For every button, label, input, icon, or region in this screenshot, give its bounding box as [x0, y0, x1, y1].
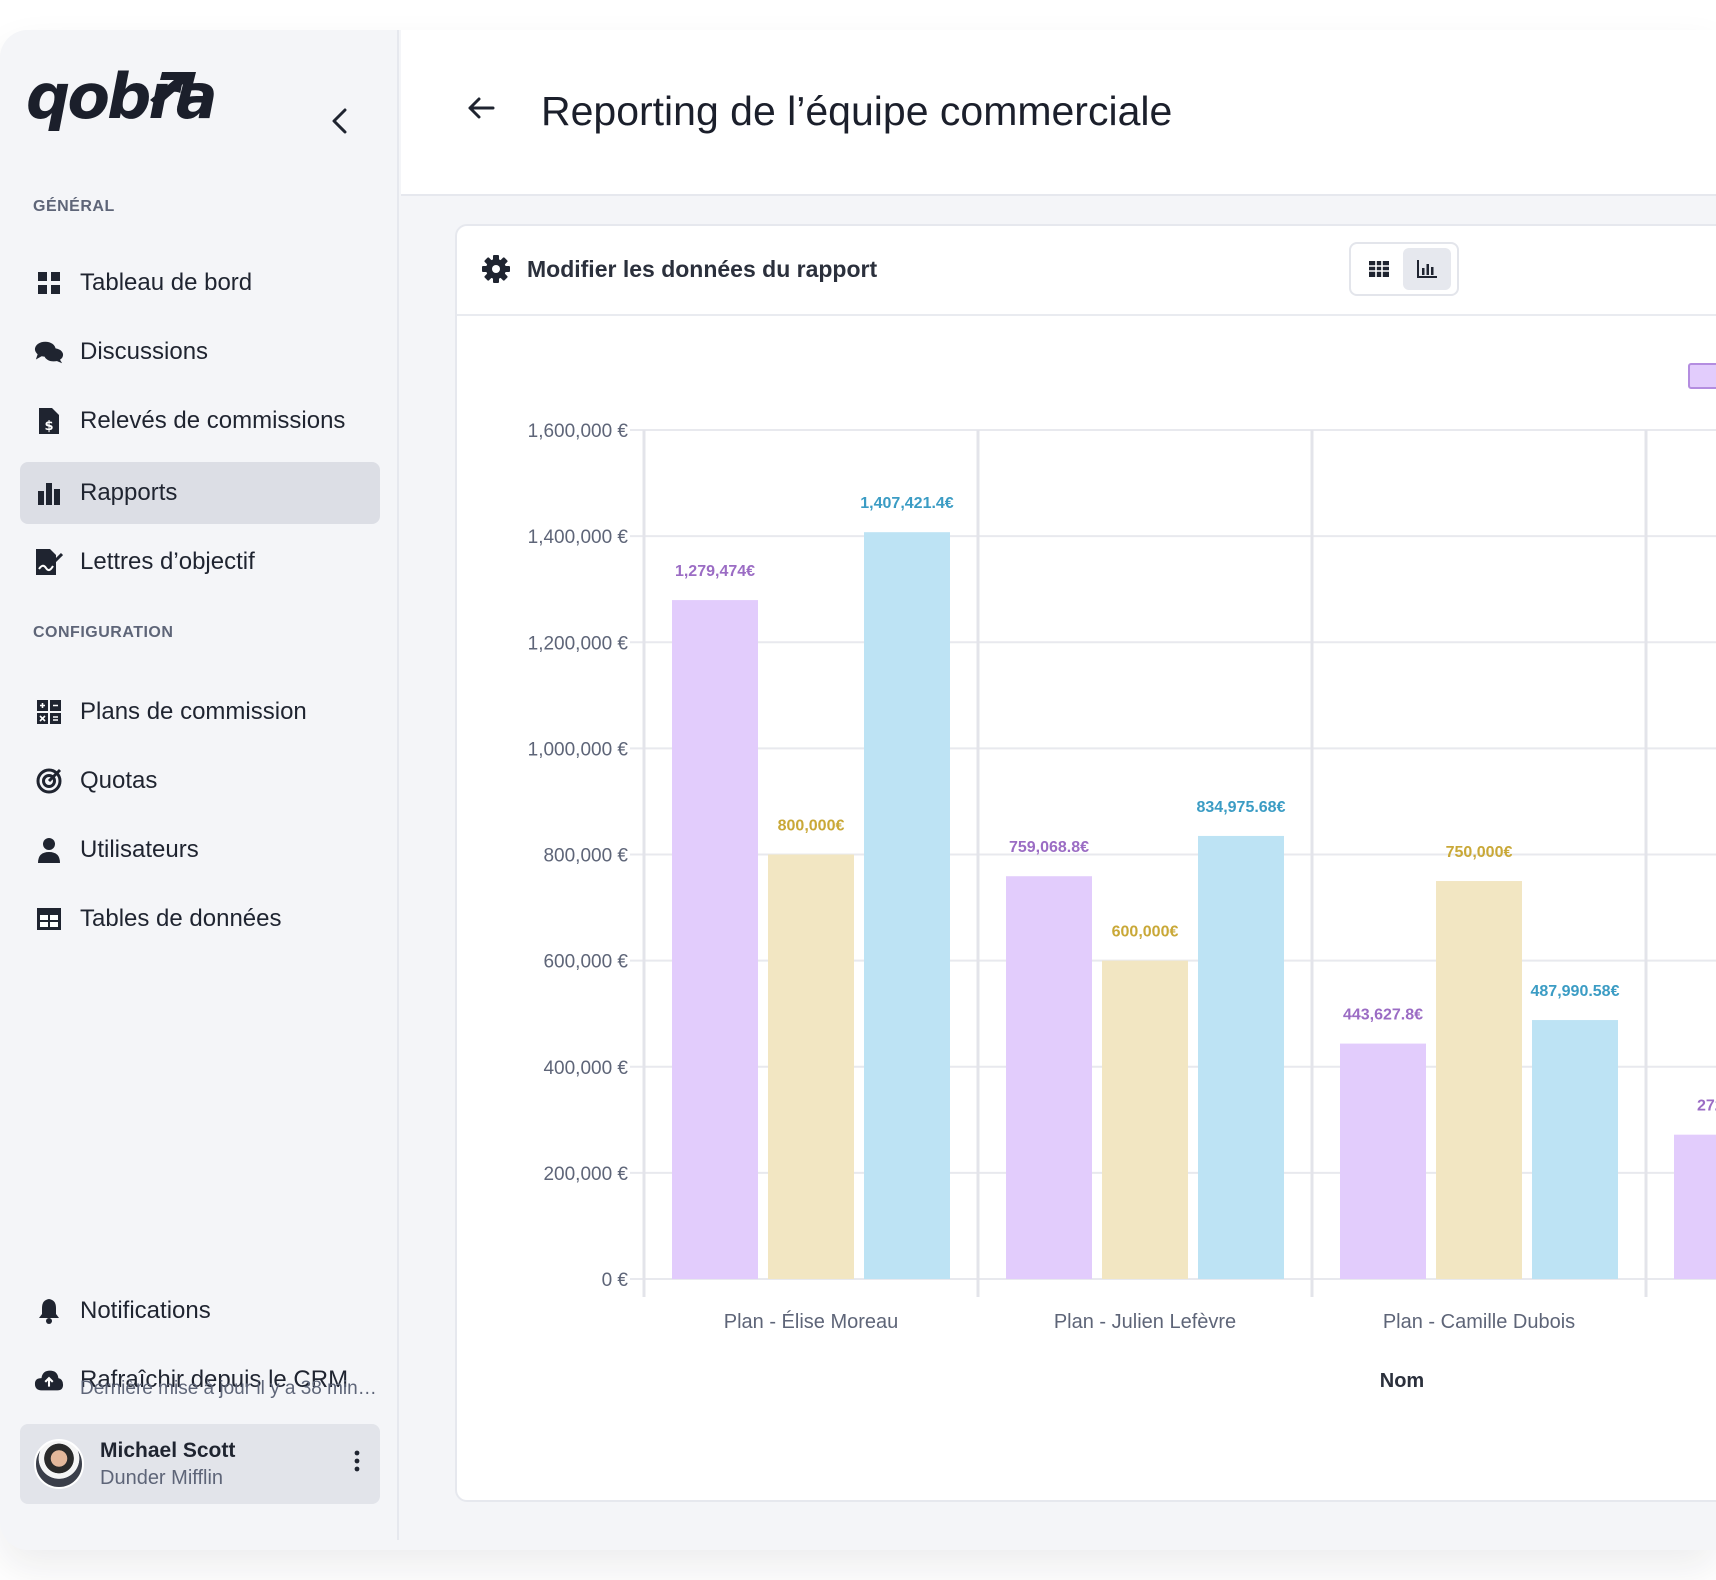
bar-chart: 0 € 200,000 € 400,000 € 600,000 € 800,000 € 1…: [528, 363, 1716, 1392]
chat-bubbles-icon: [34, 337, 64, 367]
bar: [1674, 1134, 1716, 1279]
data-label: 750,000€: [1446, 844, 1513, 861]
sidebar-item-label: Relevés de commissions: [80, 407, 346, 434]
y-tick-label: 1,000,000 €: [528, 739, 629, 760]
notifications-label: Notifications: [80, 1297, 211, 1324]
report-card: Modifier les données du rapport: [455, 224, 1716, 1502]
y-tick-label: 1,200,000 €: [528, 633, 629, 654]
chart-view-button[interactable]: [1403, 248, 1451, 290]
bar: [1532, 1020, 1618, 1279]
user-card[interactable]: Michael Scott Dunder Mifflin: [20, 1424, 380, 1504]
data-label: 487,990.58€: [1531, 983, 1620, 1000]
view-toggle: [1349, 242, 1459, 296]
sidebar-item-data-tables[interactable]: Tables de données: [20, 888, 380, 950]
data-label: 1,279,474€: [675, 563, 755, 580]
user-organization: Dunder Mifflin: [100, 1466, 224, 1489]
data-label: 272,1: [1697, 1098, 1716, 1115]
y-tick-label: 400,000 €: [543, 1058, 628, 1079]
collapse-sidebar-button[interactable]: [322, 104, 356, 138]
sidebar-item-label: Lettres d’objectif: [80, 548, 255, 575]
bar: [1006, 876, 1092, 1279]
y-tick-label: 0 €: [602, 1270, 629, 1291]
sidebar-item-discussions[interactable]: Discussions: [20, 321, 380, 383]
main-content: Reporting de l’équipe commerciale: [401, 30, 1716, 1550]
bar: [672, 600, 758, 1279]
sidebar-item-label: Plans de commission: [80, 698, 307, 725]
avatar: [34, 1439, 84, 1489]
y-tick-label: 800,000 €: [543, 846, 628, 867]
cloud-upload-icon: [34, 1365, 64, 1395]
user-menu-button[interactable]: [354, 1450, 360, 1477]
data-label: 800,000€: [778, 818, 845, 835]
user-name: Michael Scott: [100, 1438, 236, 1462]
section-label-general: GÉNÉRAL: [33, 198, 115, 215]
signature-document-icon: [34, 547, 64, 577]
table-view-icon: [1369, 261, 1389, 277]
table-icon: [34, 904, 64, 934]
sidebar: qobra GÉNÉRAL Tableau de bord Discussion…: [0, 30, 399, 1540]
back-button[interactable]: [467, 96, 495, 125]
page-header: Reporting de l’équipe commerciale: [401, 30, 1716, 196]
data-label: 759,068.8€: [1009, 839, 1089, 856]
crm-refresh-label: Rafraîchir depuis le CRM: [80, 1366, 349, 1393]
bar: [768, 854, 854, 1279]
edit-report-data-label: Modifier les données du rapport: [527, 255, 878, 282]
bar: [1340, 1043, 1426, 1279]
data-label: 834,975.68€: [1197, 799, 1286, 816]
data-label: 443,627.8€: [1343, 1007, 1423, 1024]
y-tick-label: 600,000 €: [543, 952, 628, 973]
sidebar-item-notifications[interactable]: Notifications: [20, 1280, 380, 1342]
bar: [1198, 835, 1284, 1279]
invoice-dollar-icon: $: [34, 406, 64, 436]
bar: [864, 532, 950, 1279]
chart-view-icon: [1417, 260, 1437, 278]
sidebar-item-dashboard[interactable]: Tableau de bord: [20, 252, 380, 314]
y-tick-label: 1,400,000 €: [528, 527, 629, 548]
bell-icon: [34, 1296, 64, 1326]
x-tick-label: Plan - Julien Lefèvre: [1054, 1311, 1236, 1333]
bar: [1102, 960, 1188, 1279]
page-title: Reporting de l’équipe commerciale: [541, 88, 1173, 134]
sidebar-item-label: Tables de données: [80, 905, 282, 932]
app-window: qobra GÉNÉRAL Tableau de bord Discussion…: [0, 30, 1716, 1550]
sidebar-item-label: Utilisateurs: [80, 836, 199, 863]
chevron-left-icon: [332, 108, 347, 134]
more-vertical-icon: [354, 1450, 360, 1472]
legend-swatch: [1688, 363, 1716, 389]
data-label: 1,407,421.4€: [860, 495, 954, 512]
sidebar-item-label: Tableau de bord: [80, 269, 253, 296]
y-tick-label: 1,600,000 €: [528, 421, 629, 442]
sidebar-item-label: Discussions: [80, 338, 209, 365]
arrow-left-icon: [468, 97, 495, 119]
calculator-icon: [34, 697, 64, 727]
sidebar-item-users[interactable]: Utilisateurs: [20, 819, 380, 881]
table-view-button[interactable]: [1355, 248, 1403, 290]
x-axis-title: Nom: [1380, 1370, 1424, 1392]
sidebar-item-commission-plans[interactable]: Plans de commission: [20, 681, 380, 743]
edit-report-data-button[interactable]: Modifier les données du rapport: [481, 254, 877, 284]
y-tick-label: 200,000 €: [543, 1164, 628, 1185]
x-tick-label: Plan - Camille Dubois: [1383, 1311, 1575, 1333]
bar-chart-icon: [34, 478, 64, 508]
sidebar-item-goal-letters[interactable]: Lettres d’objectif: [20, 531, 380, 593]
svg-text:$: $: [44, 419, 53, 434]
sidebar-item-reports[interactable]: Rapports: [20, 462, 380, 524]
section-label-configuration: CONFIGURATION: [33, 624, 174, 641]
sidebar-item-label: Quotas: [80, 767, 158, 794]
sidebar-item-quotas[interactable]: Quotas: [20, 750, 380, 812]
data-label: 600,000€: [1112, 924, 1179, 941]
logo-arrow-icon: [150, 72, 196, 106]
sidebar-item-label: Rapports: [80, 479, 178, 506]
target-icon: [34, 766, 64, 796]
sidebar-item-statements[interactable]: $ Relevés de commissions: [20, 390, 380, 452]
crm-last-update: Dernière mise à jour il y a 38 minutes: [80, 1378, 380, 1399]
bar: [1436, 881, 1522, 1279]
dashboard-grid-icon: [34, 268, 64, 298]
sidebar-item-crm-refresh[interactable]: Rafraîchir depuis le CRM: [20, 1349, 380, 1411]
user-icon: [34, 835, 64, 865]
report-toolbar: Modifier les données du rapport: [457, 226, 1716, 316]
x-tick-label: Plan - Élise Moreau: [724, 1310, 899, 1333]
gear-icon: [482, 255, 510, 283]
